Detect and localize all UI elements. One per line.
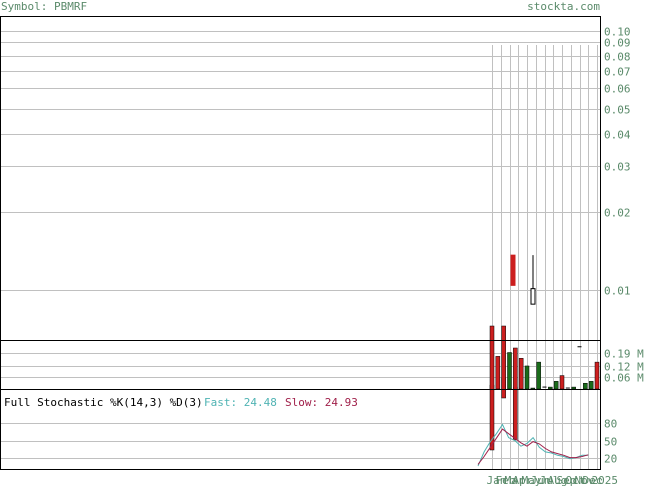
price-candles [510, 254, 536, 305]
volume-bar [559, 375, 565, 390]
stochastic-tick-label: 50 [604, 436, 617, 449]
price-tick-label: 0.07 [604, 66, 631, 79]
vertical-grid [492, 45, 598, 469]
symbol-prefix: Symbol: [1, 0, 48, 13]
volume-bar [524, 365, 530, 390]
stochastic-lines [477, 423, 589, 467]
axis-ticks: 0.100.090.08 0.07 0.06 0.05 0.04 0.03 0.02 0.01… [604, 26, 644, 466]
x-tick-label: May [522, 474, 542, 486]
stochastic-tick-label: 80 [604, 418, 617, 431]
x-tick-label: Nov [575, 474, 595, 486]
x-tick-label: Jun [531, 474, 551, 486]
volume-bar [548, 386, 553, 390]
symbol-label: Symbol: PBMRF [1, 0, 87, 13]
price-tick-label: 0.05 [604, 104, 631, 117]
stochastic-line-fast [477, 423, 589, 467]
volume-bar [583, 382, 588, 390]
candle-body [510, 254, 516, 286]
volume-tick-label: 0.12 M [604, 361, 644, 374]
x-tick-label: Aug [548, 474, 568, 486]
volume-bar [594, 361, 600, 390]
x-tick-label: Jul [540, 474, 560, 486]
volume-spike-bar [513, 347, 518, 441]
fast-legend: Fast: 24.48 [204, 396, 277, 409]
candle-body [530, 288, 536, 305]
volume-bar [530, 387, 536, 390]
volume-bar [553, 381, 559, 390]
price-tick-label: 0.04 [604, 129, 631, 142]
x-tick-label: Mar [505, 474, 525, 486]
site-name[interactable]: stockta.com [527, 0, 600, 13]
x-tick-label: Sep [557, 474, 577, 486]
price-tick-label: 0.08 [604, 51, 631, 64]
volume-bar [588, 381, 594, 390]
volume-bar [536, 361, 541, 390]
x-tick-label: Feb [496, 474, 516, 486]
volume-bars [489, 325, 600, 451]
stochastic-line-slow [477, 428, 589, 465]
x-tick-label: Apr [513, 474, 533, 486]
volume-bar [518, 358, 524, 390]
x-tick-label: 2025 [592, 474, 619, 486]
volume-spike-bar [489, 325, 495, 451]
price-tick-label: 0.09 [604, 37, 631, 50]
symbol-value: PBMRF [53, 0, 88, 13]
stochastic-panel-frame [0, 389, 601, 470]
grid-lines [0, 31, 600, 459]
x-tick-label: Jan [487, 474, 507, 486]
stochastic-tick-label: 20 [604, 453, 617, 466]
price-tick-label: 0.01 [604, 285, 631, 298]
volume-bar [495, 356, 501, 390]
x-tick-label: Oct [566, 474, 586, 486]
price-tick-label: 0.06 [604, 83, 631, 96]
x-tick-label: Dec [583, 474, 603, 486]
volume-tick-label: 0.06 M [604, 372, 644, 385]
price-tick-label: 0.02 [604, 207, 631, 220]
volume-bar [571, 386, 576, 390]
volume-spike-bar [501, 325, 506, 399]
stochastic-title: Full Stochastic %K(14,3) %D(3) [4, 396, 203, 409]
slow-legend: Slow: 24.93 [285, 396, 358, 409]
volume-bar [507, 352, 512, 390]
price-tick-label: 0.03 [604, 161, 631, 174]
price-tick-label: 0.10 [604, 26, 631, 39]
volume-tick-label: 0.19 M [604, 348, 644, 361]
